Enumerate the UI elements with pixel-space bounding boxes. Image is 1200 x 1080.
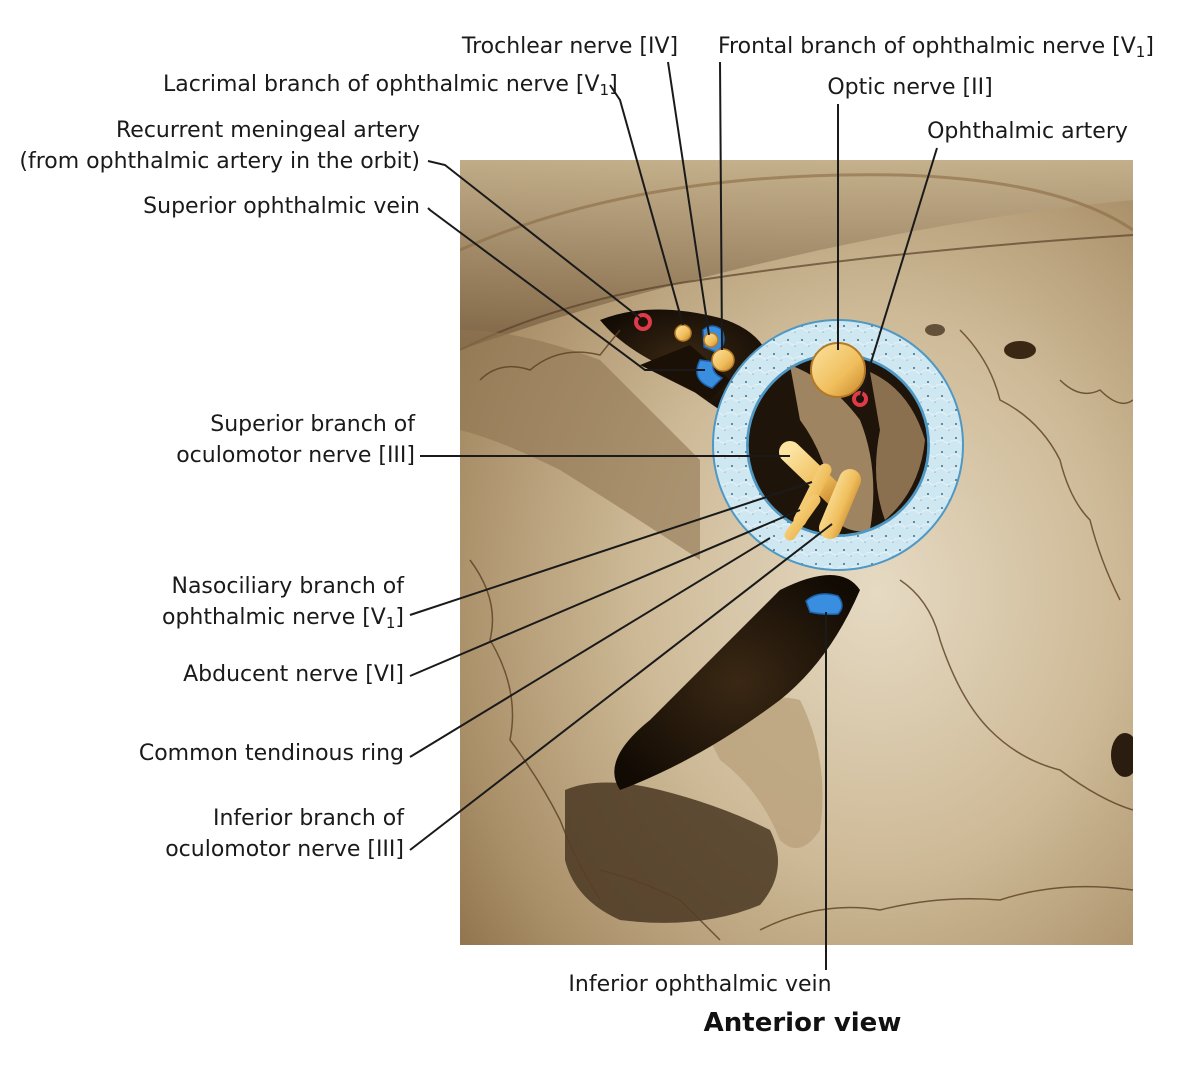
label-ophthalmic-artery: Ophthalmic artery (927, 119, 1128, 144)
label-nasociliary-end: ] (395, 605, 404, 630)
label-frontal-end: ] (1145, 34, 1154, 59)
leader-lines (409, 61, 938, 970)
label-lacrimal-branch: Lacrimal branch of ophthalmic nerve [V1] (163, 69, 618, 100)
label-lacrimal-sub: 1 (599, 81, 610, 99)
view-caption: Anterior view (703, 1008, 902, 1038)
label-frontal-text: Frontal branch of ophthalmic nerve [V (718, 34, 1136, 59)
label-nasociliary-text: ophthalmic nerve [V (161, 605, 386, 630)
recurrent-meningeal-artery (634, 313, 652, 331)
lacrimal-nerve (674, 324, 692, 342)
label-superior-branch-1: Superior branch of (210, 412, 415, 437)
frontal-nerve (711, 348, 735, 372)
label-nasociliary-2: ophthalmic nerve [V1] (90, 602, 404, 633)
leader-tendinous-ring (409, 537, 771, 758)
label-recurrent-meningeal-1: Recurrent meningeal artery (116, 118, 420, 143)
label-frontal-sub: 1 (1135, 43, 1146, 61)
label-superior-branch-2: oculomotor nerve [III] (176, 443, 415, 468)
leader-inferior-branch (409, 523, 833, 851)
ring-contents (779, 342, 868, 541)
label-inferior-branch-1: Inferior branch of (212, 806, 404, 831)
orbit-panel (460, 160, 1133, 945)
leader-nasociliary (409, 481, 813, 616)
label-recurrent-meningeal-2: (from ophthalmic artery in the orbit) (19, 149, 420, 174)
foramen-right (1111, 733, 1133, 777)
label-optic-nerve: Optic nerve [II] (827, 75, 993, 100)
label-nasociliary-1: Nasociliary branch of (171, 574, 404, 599)
leader-lacrimal (609, 84, 684, 326)
foramen-upper (1004, 341, 1036, 359)
suture-lines (469, 329, 1133, 941)
label-nasociliary-sub: 1 (385, 614, 396, 632)
label-lacrimal-text: Lacrimal branch of ophthalmic nerve [V (163, 72, 600, 97)
leader-frontal (719, 61, 723, 351)
leader-ophthalmic-artery (859, 147, 938, 399)
leader-trochlear (667, 61, 710, 336)
leader-abducent (409, 509, 801, 677)
leader-recurrent (427, 160, 641, 319)
label-trochlear-nerve: Trochlear nerve [IV] (461, 34, 679, 59)
inferior-ophthalmic-vein (805, 593, 843, 615)
leader-superior-vein (427, 207, 705, 371)
label-superior-ophthalmic-vein: Superior ophthalmic vein (143, 194, 420, 219)
optic-nerve (810, 342, 866, 398)
label-common-tendinous-ring: Common tendinous ring (138, 741, 404, 766)
label-abducent-nerve: Abducent nerve [VI] (183, 662, 404, 687)
label-lacrimal-end: ] (609, 72, 618, 97)
label-inferior-branch-2: oculomotor nerve [III] (165, 837, 404, 862)
ophthalmic-artery-marker (852, 391, 868, 407)
label-frontal-branch: Frontal branch of ophthalmic nerve [V1] (718, 31, 1154, 62)
label-inferior-ophthalmic-vein: Inferior ophthalmic vein (568, 972, 832, 997)
inferior-branch-oculomotor (819, 469, 861, 539)
trochlear-nerve (703, 332, 719, 348)
abducent-nerve (784, 494, 821, 541)
